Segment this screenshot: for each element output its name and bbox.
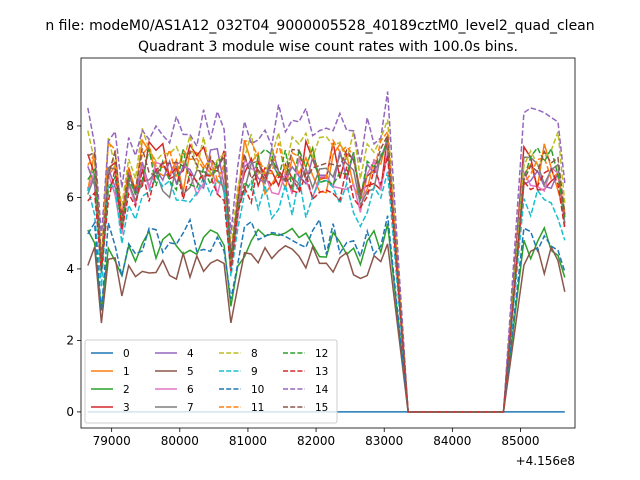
y-tick-label: 2 [66, 333, 74, 347]
legend-item-1: 1 [91, 366, 130, 378]
x-tick-label: 82000 [297, 434, 335, 448]
y-tick-label: 6 [66, 190, 74, 204]
series-line-15 [87, 132, 566, 413]
y-tick-label: 8 [66, 119, 74, 133]
legend-item-0: 0 [91, 348, 130, 360]
legend-item-9: 9 [219, 366, 258, 378]
legend-box [84, 339, 338, 424]
axes-frame [80, 57, 576, 429]
legend-label: 15 [315, 402, 328, 414]
legend-item-4: 4 [155, 348, 194, 360]
legend-item-10: 10 [219, 384, 264, 396]
legend-label: 2 [123, 384, 130, 396]
legend-item-5: 5 [155, 366, 194, 378]
chart-title: Quadrant 3 module wise count rates with … [138, 39, 518, 55]
legend-item-11: 11 [219, 402, 264, 414]
legend-label: 3 [123, 402, 130, 414]
legend-label: 6 [187, 384, 194, 396]
legend-label: 8 [251, 348, 258, 360]
x-tick-label: 85000 [501, 434, 539, 448]
figure-suptitle: n file: modeM0/AS1A12_032T04_9000005528_… [45, 18, 594, 34]
legend-item-2: 2 [91, 384, 130, 396]
x-tick-label: 83000 [365, 434, 403, 448]
y-tick-label: 4 [66, 262, 74, 276]
x-tick-label: 84000 [433, 434, 471, 448]
legend-label: 0 [123, 348, 130, 360]
y-tick-label: 0 [66, 405, 74, 419]
x-offset-label: +4.156e8 [516, 454, 575, 468]
legend-label: 14 [315, 384, 329, 396]
legend-label: 5 [187, 366, 194, 378]
series-line-8 [87, 119, 566, 413]
x-tick-label: 81000 [229, 434, 267, 448]
legend-label: 4 [187, 348, 194, 360]
legend-item-6: 6 [155, 384, 194, 396]
y-axis: 0 2 4 6 8 [66, 119, 81, 419]
plot-lines [87, 91, 566, 413]
legend-label: 11 [251, 402, 264, 414]
x-axis: 79000 80000 81000 82000 83000 84000 85000 [93, 428, 540, 448]
legend-item-13: 13 [283, 366, 328, 378]
x-tick-label: 80000 [161, 434, 199, 448]
legend-item-15: 15 [283, 402, 328, 414]
legend-label: 10 [251, 384, 264, 396]
legend-label: 7 [187, 402, 194, 414]
legend-item-3: 3 [91, 402, 130, 414]
x-tick-label: 79000 [93, 434, 131, 448]
legend-label: 13 [315, 366, 328, 378]
legend-item-8: 8 [219, 348, 258, 360]
legend-item-12: 12 [283, 348, 328, 360]
legend-item-14: 14 [283, 384, 329, 396]
legend-label: 9 [251, 366, 258, 378]
legend-item-7: 7 [155, 402, 194, 414]
legend-label: 12 [315, 348, 328, 360]
legend-label: 1 [123, 366, 130, 378]
